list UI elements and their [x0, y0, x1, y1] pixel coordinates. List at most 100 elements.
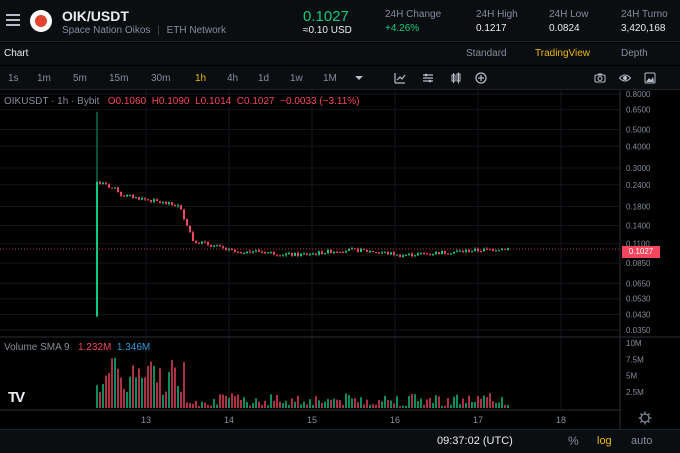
- timeframe-5m[interactable]: 5m: [73, 73, 87, 84]
- candle-body: [402, 255, 404, 257]
- candle-body: [459, 250, 461, 252]
- volume-tick-label: 7.5M: [626, 355, 644, 364]
- auto-scale-toggle[interactable]: auto: [631, 435, 653, 447]
- candle-body: [318, 251, 320, 255]
- volume-bar: [444, 405, 446, 408]
- timeframe-1d[interactable]: 1d: [258, 73, 270, 84]
- volume-bar: [177, 386, 179, 408]
- volume-bar: [216, 404, 218, 408]
- eye-icon[interactable]: [619, 72, 631, 84]
- volume-bar: [336, 399, 338, 408]
- volume-bar: [408, 396, 410, 408]
- candle-body: [138, 197, 140, 200]
- volume-bar: [168, 372, 170, 408]
- timeframe-1h[interactable]: 1h: [195, 73, 207, 84]
- tab-tradingview[interactable]: TradingView: [535, 48, 591, 59]
- volume-bar: [201, 401, 203, 408]
- log-scale-toggle[interactable]: log: [597, 435, 612, 447]
- volume-bar: [111, 358, 113, 408]
- candle-body: [417, 253, 419, 256]
- candle-body: [420, 252, 422, 254]
- volume-bar: [483, 395, 485, 408]
- volume-bar: [435, 395, 437, 408]
- volume-bar: [150, 361, 152, 408]
- timeframe-30m[interactable]: 30m: [151, 73, 171, 84]
- volume-tick-label: 10M: [626, 339, 642, 348]
- volume-bar: [426, 399, 428, 408]
- stat-turnover-value: 3,420,168: [621, 23, 666, 34]
- price-tick-label: 0.0530: [626, 295, 651, 304]
- bottom-bar: 09:37:02 (UTC) % log auto: [0, 429, 680, 453]
- candle-body: [369, 251, 371, 253]
- volume-bar: [183, 362, 185, 408]
- menu-icon[interactable]: [6, 14, 20, 26]
- candle-body: [183, 209, 185, 220]
- volume-bar: [141, 377, 143, 408]
- tab-standard[interactable]: Standard: [466, 48, 507, 59]
- volume-bar: [282, 403, 284, 408]
- volume-bar: [360, 397, 362, 408]
- candle-body: [339, 251, 341, 253]
- candle-body: [114, 187, 116, 189]
- candle-body: [276, 254, 278, 256]
- volume-bar: [438, 396, 440, 408]
- tab-depth[interactable]: Depth: [621, 48, 648, 59]
- volume-bar: [108, 373, 110, 408]
- network-label: ETH Network: [166, 25, 227, 36]
- candle-body: [348, 248, 350, 251]
- stat-change-label: 24H Change: [385, 9, 442, 20]
- ohlc-change: −0.0033 (−3.11%): [280, 96, 360, 107]
- candle-body: [249, 251, 251, 253]
- candle-body: [336, 251, 338, 253]
- timeframe-1w[interactable]: 1w: [290, 73, 303, 84]
- chevron-down-icon[interactable]: [353, 72, 365, 84]
- volume-bar: [120, 377, 122, 408]
- timeframe-15m[interactable]: 15m: [109, 73, 129, 84]
- candle-body: [306, 253, 308, 255]
- candle-body: [390, 252, 392, 255]
- volume-bar: [372, 404, 374, 408]
- last-price: 0.1027: [303, 8, 349, 25]
- ohlc-high: H0.1090: [151, 96, 190, 107]
- token-name: Space Nation Oikos: [62, 25, 151, 36]
- candle-body: [342, 252, 344, 254]
- volume-bar: [270, 394, 272, 408]
- chart-tab[interactable]: Chart: [4, 48, 29, 59]
- volume-bar: [162, 394, 164, 408]
- price-chart[interactable]: 0.8000 0.6500 0.5000 0.4000 0.3000 0.2400 0.18…: [0, 90, 680, 429]
- candles-icon[interactable]: [450, 72, 462, 84]
- volume-bar: [117, 368, 119, 408]
- volume-bar: [180, 391, 182, 408]
- volume-bar: [300, 404, 302, 408]
- timeframe-4h[interactable]: 4h: [227, 73, 239, 84]
- candle-body: [279, 255, 281, 257]
- volume-bar: [402, 405, 404, 408]
- image-icon[interactable]: [644, 72, 656, 84]
- volume-bar: [477, 396, 479, 408]
- indicators-icon[interactable]: [394, 72, 406, 84]
- percent-scale-toggle[interactable]: %: [568, 434, 579, 448]
- timeframe-1s[interactable]: 1s: [8, 73, 19, 84]
- candle-body: [501, 248, 503, 251]
- candle-body: [198, 242, 200, 244]
- gear-icon[interactable]: [638, 411, 652, 425]
- volume-bar: [465, 403, 467, 408]
- settings-lines-icon[interactable]: [422, 72, 434, 84]
- add-circle-icon[interactable]: [475, 72, 487, 84]
- volume-bar: [249, 405, 251, 408]
- timeframe-1M[interactable]: 1M: [323, 73, 337, 84]
- timeframe-1m[interactable]: 1m: [37, 73, 51, 84]
- ohlc-close: C0.1027: [236, 96, 275, 107]
- volume-bar: [309, 399, 311, 408]
- volume-bar: [342, 404, 344, 408]
- utc-clock[interactable]: 09:37:02 (UTC): [437, 435, 513, 447]
- volume-bar: [225, 395, 227, 408]
- candle-body: [105, 182, 107, 185]
- pair-title[interactable]: OIK/USDT: [62, 8, 129, 24]
- camera-icon[interactable]: [594, 72, 606, 84]
- volume-bar: [504, 404, 506, 408]
- volume-bar: [411, 393, 413, 408]
- volume-bar: [366, 399, 368, 408]
- price-tick-label: 0.0430: [626, 310, 651, 319]
- candle-body: [270, 251, 272, 253]
